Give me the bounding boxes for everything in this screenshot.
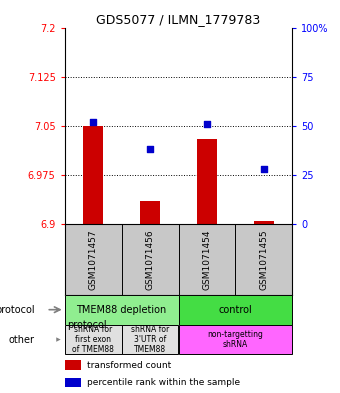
Text: control: control [219,305,252,315]
Text: percentile rank within the sample: percentile rank within the sample [87,378,240,387]
Text: shRNA for
first exon
of TMEM88: shRNA for first exon of TMEM88 [72,325,114,354]
Bar [65,325,121,354]
Bar [140,201,160,224]
Text: other: other [9,334,35,345]
Bar [254,221,274,224]
Text: shRNA for
3'UTR of
TMEM88: shRNA for 3'UTR of TMEM88 [131,325,169,354]
Text: GSM1071456: GSM1071456 [146,229,154,290]
Point [261,166,267,172]
Bar [178,295,292,325]
Text: GSM1071454: GSM1071454 [203,229,211,290]
Text: TMEM88 depletion: TMEM88 depletion [76,305,167,315]
Bar [65,378,81,387]
Text: protocol: protocol [67,320,106,330]
Text: non-targetting
shRNA: non-targetting shRNA [207,330,264,349]
Bar [83,126,103,224]
Point [90,119,96,125]
Text: transformed count: transformed count [87,361,172,370]
Bar [65,360,81,370]
Title: GDS5077 / ILMN_1779783: GDS5077 / ILMN_1779783 [96,13,261,26]
Bar [121,325,178,354]
Text: GSM1071457: GSM1071457 [89,229,98,290]
Text: protocol: protocol [0,305,35,315]
Bar [65,295,178,325]
Bar [197,139,217,224]
Point [204,121,210,127]
Text: GSM1071455: GSM1071455 [259,229,268,290]
Bar [178,325,292,354]
Point [147,146,153,152]
